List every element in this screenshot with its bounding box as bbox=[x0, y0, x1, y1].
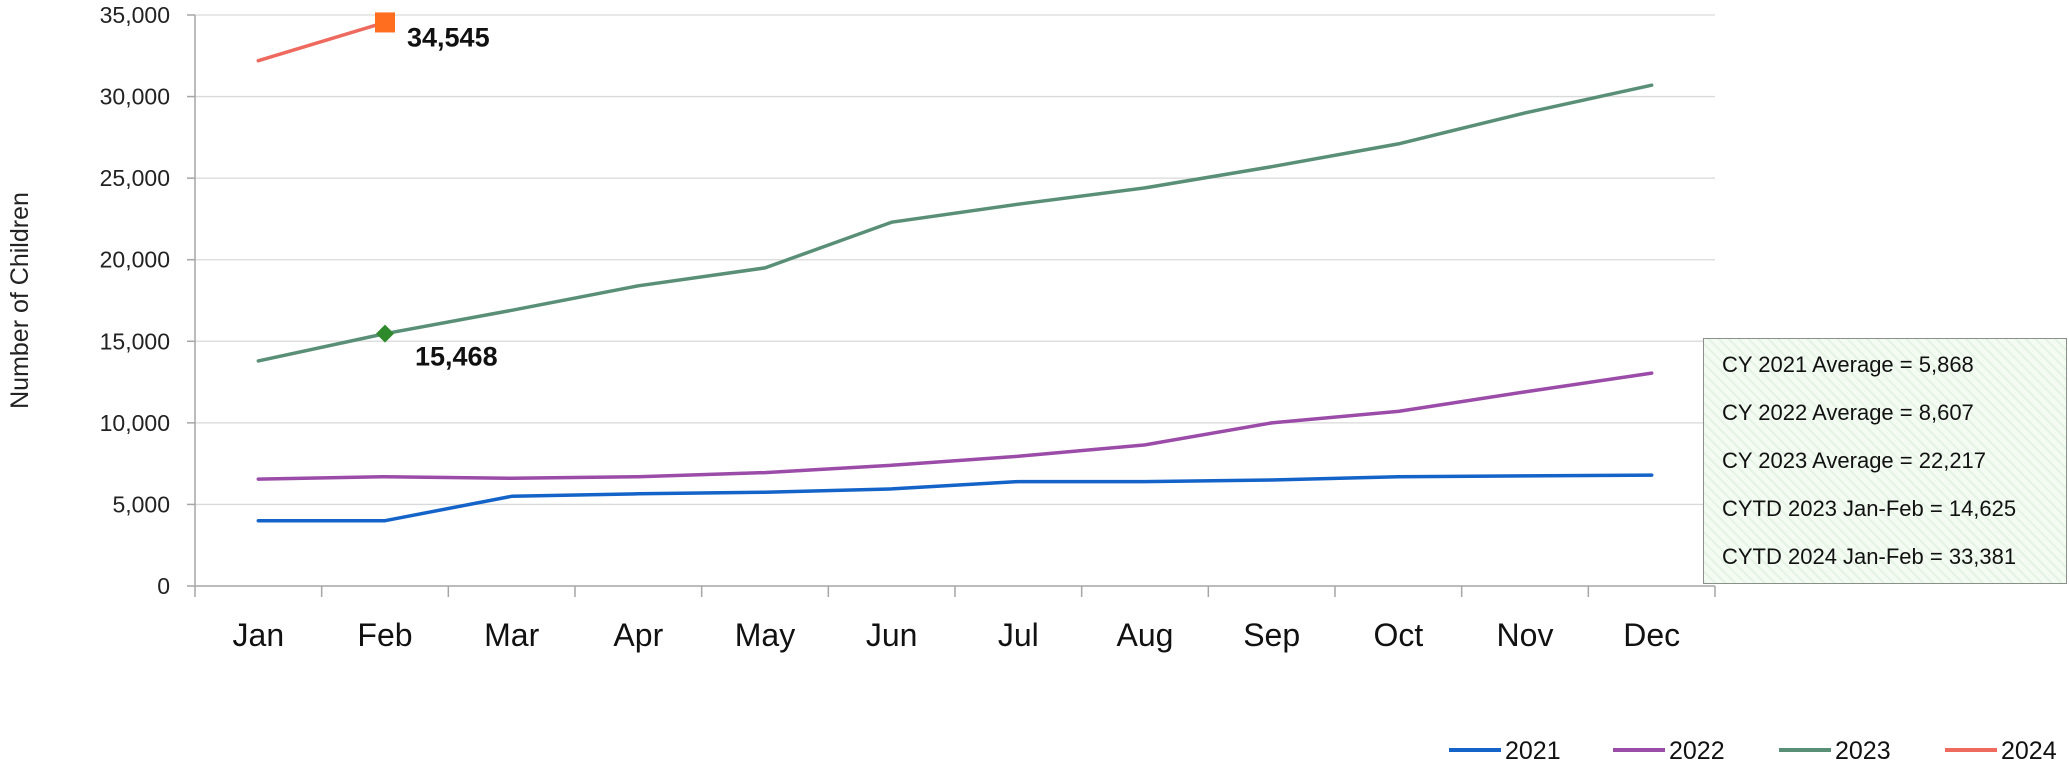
y-tick-label-20-000: 20,000 bbox=[100, 247, 170, 273]
x-tick-label-may: May bbox=[735, 617, 795, 653]
y-tick-label-10-000: 10,000 bbox=[100, 410, 170, 436]
x-tick-label-jul: Jul bbox=[998, 617, 1039, 653]
x-tick-label-aug: Aug bbox=[1117, 617, 1174, 653]
series-line-2023 bbox=[256, 83, 1654, 363]
legend-label-2021: 2021 bbox=[1505, 737, 1561, 764]
data-label-2024-feb: 34,545 bbox=[407, 22, 490, 52]
data-point-marker-2024-feb bbox=[375, 12, 395, 33]
x-tick-label-jan: Jan bbox=[233, 617, 285, 653]
y-tick-label-25-000: 25,000 bbox=[100, 165, 170, 191]
y-tick-label-0: 0 bbox=[157, 573, 170, 599]
x-tick-label-sep: Sep bbox=[1243, 617, 1300, 653]
y-tick-label-5-000: 5,000 bbox=[112, 491, 170, 517]
cytd-line-2023: CYTD 2023 Jan-Feb = 14,625 bbox=[1722, 496, 2017, 521]
y-tick-label-15-000: 15,000 bbox=[100, 328, 170, 354]
series-line-2024 bbox=[256, 20, 387, 63]
data-point-marker-2023-feb bbox=[376, 324, 394, 343]
x-tick-label-feb: Feb bbox=[357, 617, 412, 653]
legend-label-2022: 2022 bbox=[1669, 737, 1725, 764]
x-tick-label-jun: Jun bbox=[866, 617, 918, 653]
x-tick-label-oct: Oct bbox=[1373, 617, 1423, 653]
x-tick-label-apr: Apr bbox=[613, 617, 663, 653]
series-line-2021 bbox=[256, 473, 1654, 523]
y-tick-label-30-000: 30,000 bbox=[100, 84, 170, 110]
series-line-2022 bbox=[256, 371, 1654, 481]
average-line-2022: CY 2022 Average = 8,607 bbox=[1722, 400, 1974, 425]
average-line-2021: CY 2021 Average = 5,868 bbox=[1722, 352, 1974, 377]
averages-box: CY 2021 Average = 5,868 CY 2022 Average … bbox=[1703, 338, 2067, 584]
average-line-2023: CY 2023 Average = 22,217 bbox=[1722, 448, 1987, 473]
legend-label-2023: 2023 bbox=[1835, 737, 1891, 764]
legend-label-2024: 2024 bbox=[2001, 737, 2057, 764]
cytd-line-2024: CYTD 2024 Jan-Feb = 33,381 bbox=[1722, 544, 2017, 569]
y-tick-label-35-000: 35,000 bbox=[100, 2, 170, 28]
x-tick-label-nov: Nov bbox=[1497, 617, 1554, 653]
x-tick-label-mar: Mar bbox=[484, 617, 539, 653]
y-axis-title: Number of Children bbox=[6, 192, 34, 409]
x-tick-label-dec: Dec bbox=[1623, 617, 1680, 653]
data-label-2023-feb: 15,468 bbox=[415, 342, 498, 372]
